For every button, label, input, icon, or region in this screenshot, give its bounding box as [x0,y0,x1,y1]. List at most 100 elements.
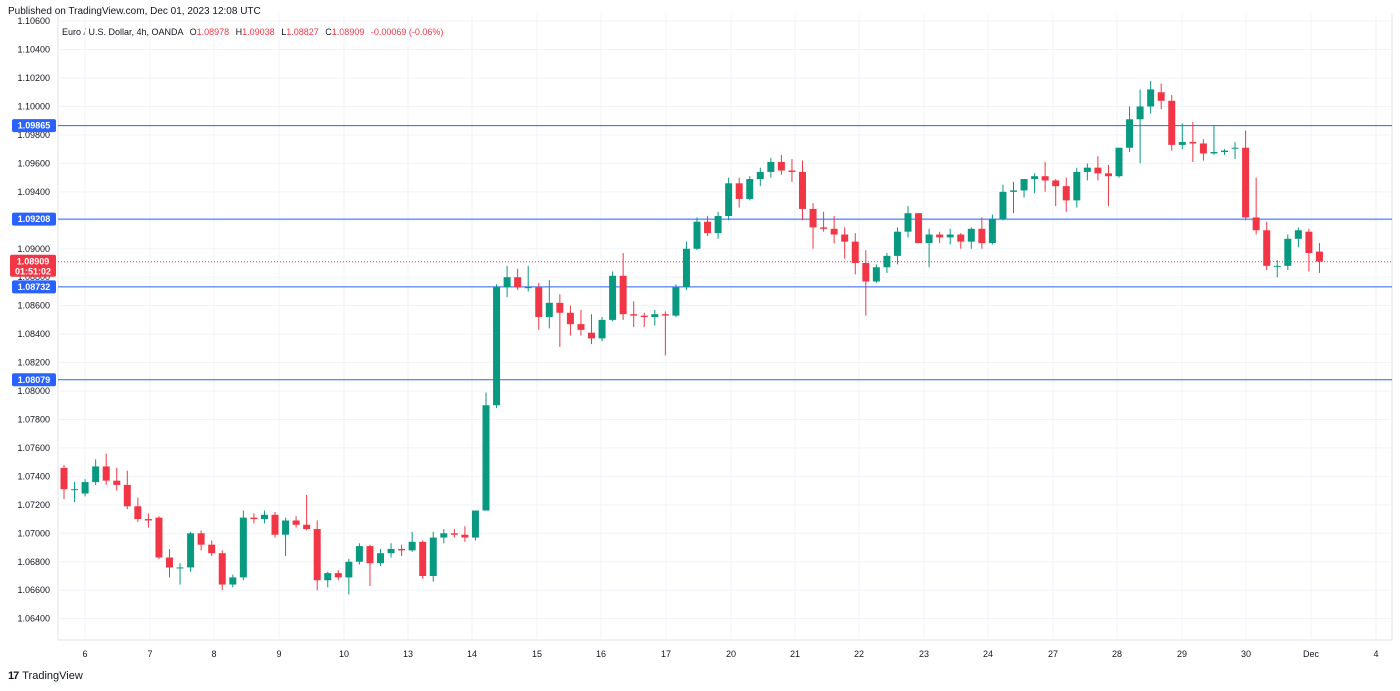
candle-body [450,533,458,535]
candle-up [176,563,184,585]
candle-up [1020,179,1028,198]
price-tick-label: 1.08600 [17,301,50,311]
candle-up [92,459,100,485]
time-tick-label: Dec [1303,649,1320,659]
candle-down [1199,139,1207,161]
candle-body [936,234,944,238]
candle-up [1147,80,1155,114]
time-tick-label: 27 [1048,649,1058,659]
candle-body [640,315,648,318]
price-tick-label: 1.10000 [17,101,50,111]
candle-body [440,533,448,538]
countdown-label: 01:51:02 [15,267,51,277]
time-tick-label: 17 [661,649,671,659]
candle-down [957,233,965,249]
time-tick-label: 15 [532,649,542,659]
candle-down [788,159,796,182]
candle-body [176,567,184,569]
candle-up [1115,147,1123,178]
candle-up [672,284,680,318]
candle-up [609,271,617,322]
candle-down [1104,164,1112,207]
candles [60,80,1323,595]
price-tick-label: 1.06600 [17,585,50,595]
candle-body [577,324,585,330]
candle-body [345,561,353,578]
candle-up [387,543,395,558]
candle-down [1157,83,1165,110]
current-price-box [10,254,56,277]
candle-down [1305,228,1313,272]
candle-body [1189,142,1197,144]
candle-body [81,482,89,494]
candle-up [239,510,247,581]
candle-body [514,277,522,288]
candle-body [1010,190,1017,192]
candle-down [271,511,279,538]
published-caption: Published on TradingView.com, Dec 01, 20… [8,6,261,17]
candle-body [187,533,195,568]
candle-down [398,544,406,557]
candle-body [1052,180,1060,187]
candle-up [324,571,332,588]
level-label-box [12,119,56,133]
time-tick-label: 6 [82,649,87,659]
candle-body [387,548,395,554]
price-tick-label: 1.08200 [17,358,50,368]
candle-down [1168,95,1176,151]
candle-up [893,227,901,265]
candle-body [197,533,205,545]
candle-body [155,517,163,558]
candle-up [1273,260,1281,278]
time-tick-label: 22 [854,649,864,659]
candle-body [841,234,849,242]
candle-down [1263,221,1271,271]
candle-body [1242,147,1250,218]
candle-down [915,213,923,244]
time-tick-label: 29 [1177,649,1187,659]
time-tick-label: 10 [339,649,349,659]
candle-body [461,534,469,538]
candle-body [208,544,216,554]
candle-body [1273,265,1281,267]
candle-body [292,520,300,525]
candle-body [419,541,427,576]
time-tick-label: 13 [403,649,413,659]
candle-body [71,489,79,491]
candle-body [123,484,131,507]
candle-up [1231,142,1239,160]
price-axis[interactable]: 1.06400 1.06600 1.06800 1.07000 1.07200 1.074… [17,16,50,624]
candle-down [166,548,173,578]
time-tick-label: 24 [983,649,993,659]
candle-body [661,314,669,316]
price-tick-label: 1.09000 [17,244,50,254]
candle-body [893,231,901,256]
candle-down [1315,243,1323,273]
candle-body [1157,92,1165,101]
level-label-box [12,373,56,387]
candle-body [946,234,954,238]
time-tick-label: 20 [726,649,736,659]
candle-down [514,268,522,291]
candle-down [366,544,374,586]
candle-body [545,302,553,318]
time-tick-label: 30 [1241,649,1251,659]
candle-body [166,557,173,568]
footer-brand[interactable]: 17 TradingView [8,670,83,682]
time-tick-label: 4 [1373,649,1378,659]
candle-down [535,282,543,330]
candle-body [957,234,965,242]
candle-up [946,228,954,245]
time-axis[interactable]: 6 7 8 9 10 13 14 15 16 17 20 21 22 23 24 27 28 29 30 Dec 4 [82,649,1378,659]
candle-body [588,332,595,339]
candle-down [155,516,163,559]
candle-body [777,161,785,171]
candle-body [313,529,321,581]
price-tick-label: 1.06400 [17,614,50,624]
price-tick-label: 1.10400 [17,45,50,55]
candle-up [872,264,880,283]
candle-body [767,161,775,172]
candle-body [1062,186,1070,201]
price-tick-label: 1.08800 [17,272,50,282]
